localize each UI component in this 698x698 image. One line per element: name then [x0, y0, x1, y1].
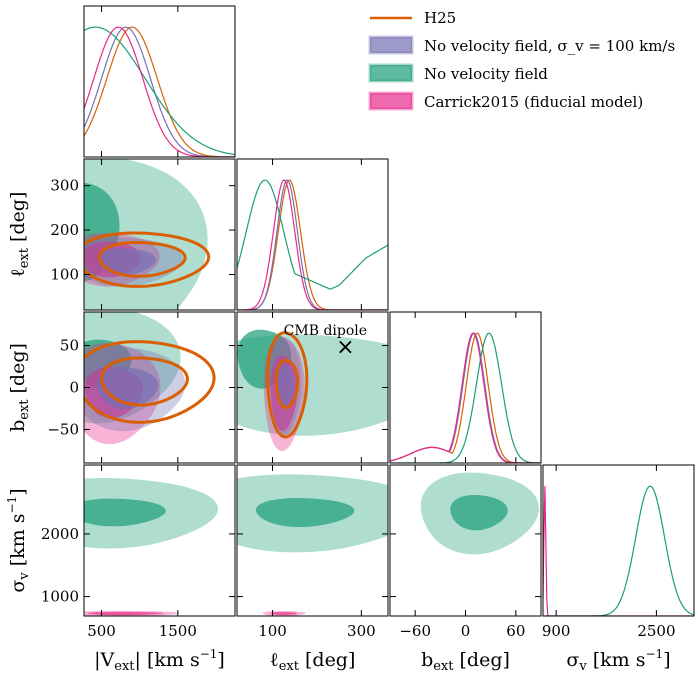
marginal-curve-no-velocity-field-v-100-km-s [84, 26, 235, 157]
marginal-curve-h25 [237, 179, 388, 310]
contour-1sigma-no-velocity-field [84, 498, 166, 527]
contour-1sigma-h25 [274, 358, 300, 410]
marginal-frame-sigma [542, 464, 695, 617]
vext-tick-label: 1500 [159, 622, 197, 640]
bext-tick-label: 60 [506, 622, 525, 640]
vext-tick-label: 500 [87, 622, 116, 640]
lext-tick-label: 100 [258, 622, 287, 640]
contour-2sigma-h25 [84, 231, 211, 288]
marginal-frame-lext [236, 158, 389, 311]
bext-tick-label: 0 [69, 379, 79, 397]
marginal-curve-no-velocity-field [543, 485, 694, 616]
contour-panel-vext-sigma [84, 478, 218, 616]
contour-frame-lext-sigma [236, 464, 389, 617]
lext-tick-label: 300 [347, 622, 376, 640]
marginal-vext [84, 26, 235, 157]
marginal-curve-h25 [84, 26, 235, 157]
marginal-sigma [543, 485, 694, 616]
lext-tick-label: 100 [50, 265, 79, 283]
lext-tick-label: 300 [50, 177, 79, 195]
y-axis-label-bext: bext [deg] [7, 343, 32, 432]
contour-frame-vext-lext [83, 158, 236, 311]
x-axis-label-vext: |Vext| [km s−1] [94, 647, 225, 674]
marginal-curve-no-velocity-field [390, 332, 541, 463]
contour-frame-vext-sigma [83, 464, 236, 617]
contour-1sigma-h25 [100, 356, 189, 407]
bext-tick-label: 50 [60, 337, 79, 355]
x-axis-label-lext: ℓext [deg] [270, 649, 356, 674]
contour-1sigma-no-velocity-field [450, 495, 508, 531]
bext-tick-label: −60 [399, 622, 431, 640]
contour-2sigma-h25 [266, 331, 309, 439]
legend-label-0: H25 [424, 9, 456, 27]
marginal-frame-vext [83, 5, 236, 158]
y-axis-label-lext: ℓext [deg] [7, 192, 32, 278]
contour-1sigma-no-velocity-field-v-100-km-s [96, 367, 159, 410]
marginal-curve-no-velocity-field-v-100-km-s [237, 179, 388, 310]
legend-swatch-3 [368, 91, 414, 111]
marginal-curve-carrick2015 [390, 332, 541, 463]
y-axis-label-sigma: σv [km s−1] [5, 488, 32, 592]
contour-1sigma-carrick2015 [270, 612, 298, 615]
contour-panel-lext-sigma [237, 474, 388, 616]
marginal-lext [237, 179, 388, 310]
x-axis-label-bext: bext [deg] [421, 649, 510, 674]
cmb-dipole-label: CMB dipole [284, 323, 367, 339]
contour-1sigma-no-velocity-field-v-100-km-s [97, 248, 156, 275]
bext-tick-label: −50 [47, 420, 79, 438]
contour-2sigma-h25 [84, 340, 216, 424]
marginal-curve-no-velocity-field [237, 179, 388, 290]
contour-1sigma-no-velocity-field-v-100-km-s [276, 364, 295, 407]
marginal-curve-carrick2015 [543, 486, 694, 616]
contour-2sigma-no-velocity-field [237, 334, 388, 436]
marginal-curve-carrick2015 [84, 26, 235, 157]
sigma-tick-label: 2500 [637, 622, 675, 640]
contour-panel-lext-bext [237, 329, 388, 452]
x-axis-label-sigma: σv [km s−1] [566, 647, 670, 674]
legend: H25 No velocity field, σ_v = 100 km/s No v… [368, 9, 675, 111]
contour-1sigma-h25 [97, 241, 187, 278]
marginal-curve-carrick2015 [237, 179, 388, 310]
legend-label-3: Carrick2015 (fiducial model) [424, 93, 643, 111]
cmb-dipole-marker: × [336, 335, 354, 360]
contour-1sigma-carrick2015 [87, 612, 164, 616]
legend-label-1: No velocity field, σ_v = 100 km/s [424, 37, 675, 55]
contour-panel-vext-lext [84, 159, 211, 310]
marginal-curve-h25 [390, 332, 541, 463]
marginal-bext [390, 332, 541, 463]
sigma-tick-label: 900 [542, 622, 571, 640]
legend-label-2: No velocity field [424, 65, 548, 83]
sigma-tick-label: 2000 [41, 525, 79, 543]
legend-swatch-1 [368, 35, 414, 55]
contour-panel-bext-sigma [420, 472, 539, 555]
marginal-curve-no-velocity-field-v-100-km-s [390, 332, 541, 463]
marginal-curve-no-velocity-field [84, 26, 235, 156]
lext-tick-label: 200 [50, 221, 79, 239]
sigma-tick-label: 1000 [41, 588, 79, 606]
contour-panel-vext-bext [84, 312, 216, 445]
bext-tick-label: 0 [461, 622, 471, 640]
legend-swatch-2 [368, 63, 414, 83]
contour-1sigma-no-velocity-field [255, 498, 355, 527]
